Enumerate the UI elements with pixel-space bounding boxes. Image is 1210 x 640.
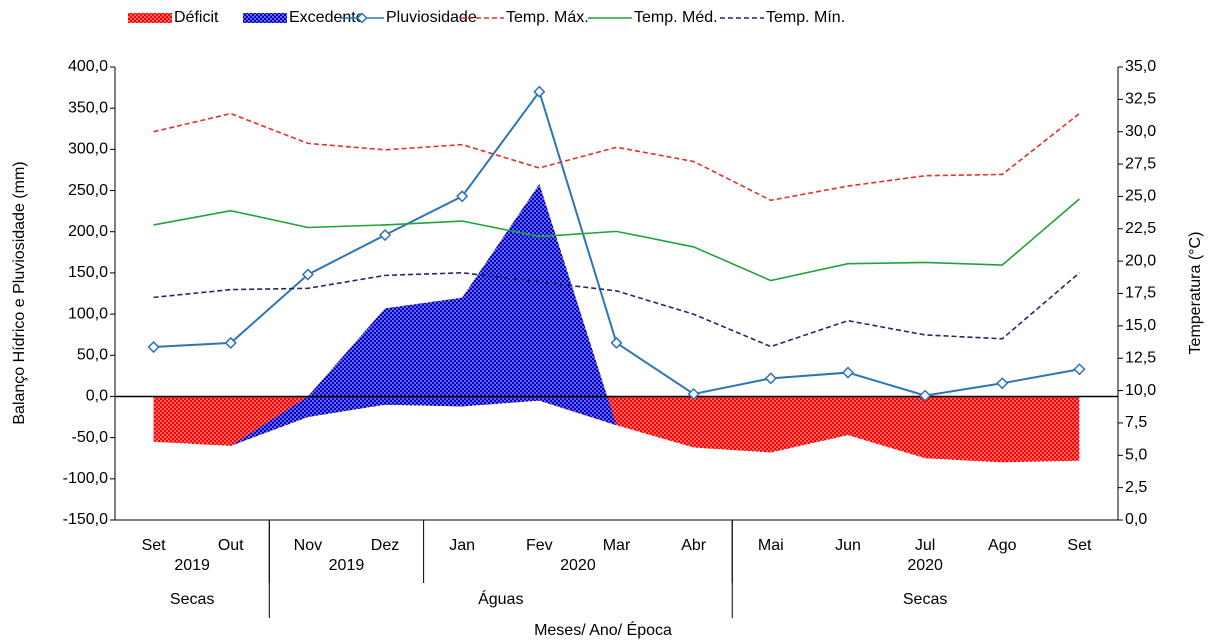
year-label: 2019 bbox=[174, 557, 210, 574]
y-tick-label: -50,0 bbox=[72, 429, 109, 446]
x-tick-label: Dez bbox=[371, 537, 399, 554]
point-marker bbox=[841, 366, 855, 379]
x-axis-title: Meses/ Ano/ Época bbox=[534, 620, 672, 639]
y-tick-label: 400,0 bbox=[68, 58, 108, 75]
y2-axis-title: Temperatura (°C) bbox=[1187, 232, 1204, 355]
x-tick-label: Set bbox=[1067, 537, 1092, 554]
point-marker bbox=[1073, 363, 1086, 376]
y2-tick-label: 5,0 bbox=[1125, 447, 1147, 464]
y2-tick-label: 32,5 bbox=[1125, 91, 1156, 108]
y2-tick-label: 20,0 bbox=[1125, 252, 1156, 269]
series-line bbox=[153, 198, 1080, 282]
y-tick-label: 350,0 bbox=[68, 99, 108, 116]
point-marker bbox=[764, 372, 777, 385]
point-marker bbox=[456, 190, 469, 203]
year-label: 2020 bbox=[907, 557, 943, 574]
x-tick-label: Mai bbox=[758, 537, 784, 554]
legend-label: Temp. Máx. bbox=[506, 9, 589, 26]
season-label: Secas bbox=[903, 591, 947, 608]
point-marker bbox=[996, 377, 1009, 390]
y-tick-label: 250,0 bbox=[68, 182, 108, 199]
point-marker bbox=[378, 228, 392, 242]
legend-label: Pluviosidade bbox=[386, 9, 477, 26]
point-marker bbox=[610, 336, 623, 349]
y-axis-title: Balanço Hídrico e Pluviosidade (mm) bbox=[11, 161, 28, 424]
season-label: Águas bbox=[478, 589, 523, 608]
y2-tick-label: 15,0 bbox=[1125, 317, 1156, 334]
point-marker bbox=[687, 387, 700, 401]
point-marker bbox=[301, 268, 314, 281]
y2-tick-label: 27,5 bbox=[1125, 155, 1156, 172]
x-tick-label: Out bbox=[218, 537, 244, 554]
x-tick-label: Jul bbox=[915, 537, 935, 554]
y-tick-label: -150,0 bbox=[63, 511, 108, 528]
year-label: 2019 bbox=[329, 557, 365, 574]
x-tick-label: Jun bbox=[835, 537, 861, 554]
x-tick-label: Fev bbox=[526, 537, 553, 554]
x-tick-label: Ago bbox=[988, 537, 1017, 554]
y2-tick-label: 0,0 bbox=[1125, 511, 1147, 528]
y-tick-label: 200,0 bbox=[68, 223, 108, 240]
y-tick-label: 0,0 bbox=[86, 388, 108, 405]
y-tick-label: 100,0 bbox=[68, 305, 108, 322]
y2-tick-label: 17,5 bbox=[1125, 285, 1156, 302]
year-label: 2020 bbox=[560, 557, 596, 574]
point-marker bbox=[919, 389, 932, 402]
y2-tick-label: 2,5 bbox=[1125, 479, 1147, 496]
legend-swatch bbox=[128, 13, 172, 23]
y2-tick-label: 30,0 bbox=[1125, 123, 1156, 140]
y-tick-label: -100,0 bbox=[63, 470, 108, 487]
point-marker bbox=[533, 85, 546, 98]
y2-tick-label: 10,0 bbox=[1125, 382, 1156, 399]
excedente-area bbox=[230, 183, 617, 446]
y2-tick-label: 25,0 bbox=[1125, 188, 1156, 205]
y-tick-label: 50,0 bbox=[77, 346, 108, 363]
x-tick-label: Nov bbox=[294, 537, 322, 554]
y-tick-label: 150,0 bbox=[68, 264, 108, 281]
legend-swatch bbox=[243, 13, 287, 23]
deficit-area bbox=[153, 396, 1080, 463]
legend-label: Temp. Mín. bbox=[766, 9, 845, 26]
y-tick-label: 300,0 bbox=[68, 141, 108, 158]
series-line bbox=[153, 112, 1080, 202]
y2-tick-label: 35,0 bbox=[1125, 58, 1156, 75]
legend-marker bbox=[356, 12, 368, 24]
season-label: Secas bbox=[170, 591, 214, 608]
x-tick-label: Abr bbox=[681, 537, 707, 554]
legend-label: Temp. Méd. bbox=[634, 9, 718, 26]
y2-tick-label: 22,5 bbox=[1125, 220, 1156, 237]
series-line bbox=[153, 271, 1080, 348]
point-marker bbox=[147, 340, 160, 354]
y2-tick-label: 7,5 bbox=[1125, 414, 1147, 431]
x-tick-label: Jan bbox=[449, 537, 475, 554]
x-tick-label: Set bbox=[142, 537, 167, 554]
legend-label: Déficit bbox=[174, 9, 219, 26]
legend-label: Excedente bbox=[289, 9, 365, 26]
point-marker bbox=[224, 336, 237, 349]
y2-tick-label: 12,5 bbox=[1125, 349, 1156, 366]
x-tick-label: Mar bbox=[603, 537, 631, 554]
